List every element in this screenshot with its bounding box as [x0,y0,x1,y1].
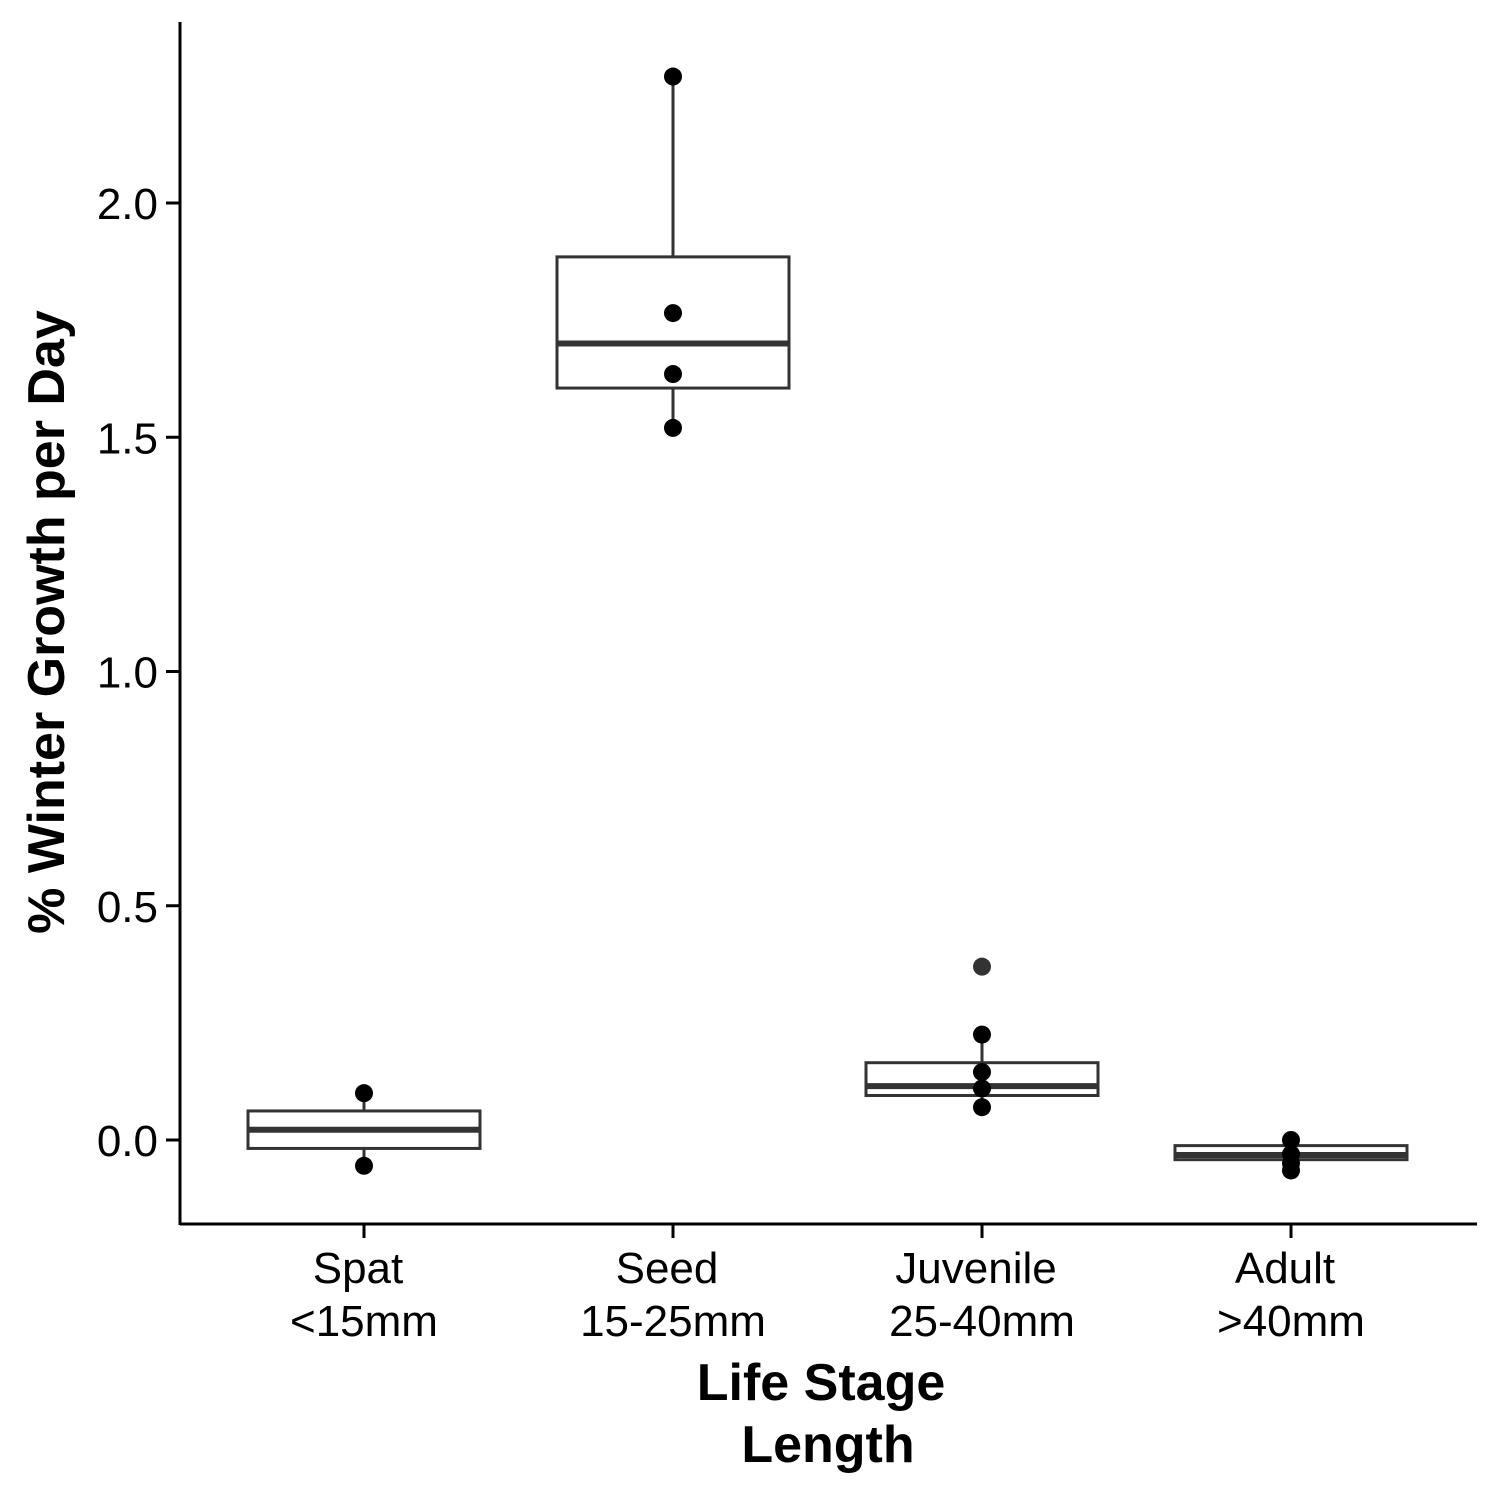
box-group-seed [555,67,791,437]
data-point [973,1025,991,1044]
plot-area [246,67,1409,1180]
x-axis-title-line-2: Length [741,1416,914,1474]
outlier-point [973,957,991,976]
data-point [664,304,682,323]
data-point [664,365,682,384]
y-tick-label: 1.5 [97,414,158,463]
x-tick-label-stage: Juvenile [895,1244,1056,1293]
x-axis-title-line-1: Life Stage [697,1354,946,1412]
x-tick-label-stage: Seed [616,1244,719,1293]
data-point [664,67,682,86]
y-axis-title: % Winter Growth per Day [18,310,76,934]
box-group-spat [246,1084,482,1175]
data-point [355,1156,373,1175]
x-tick-label-stage: Spat [313,1244,404,1293]
y-tick-label: 0.0 [97,1117,158,1166]
x-tick-label-length: 15-25mm [580,1297,766,1346]
y-tick-label: 2.0 [97,180,158,229]
data-point [1282,1131,1300,1149]
data-point [973,1063,991,1082]
data-point [1282,1161,1300,1180]
x-tick-label-stage: Adult [1235,1244,1335,1293]
box-group-juvenile [864,957,1100,1117]
box-group-adult [1173,1131,1409,1180]
y-tick-label: 0.5 [97,883,158,932]
data-point [664,418,682,437]
data-point [973,1079,991,1098]
y-tick-label: 1.0 [97,649,158,698]
data-point [973,1098,991,1117]
x-tick-label-length: 25-40mm [889,1297,1075,1346]
data-point [355,1084,373,1103]
x-tick-label-length: >40mm [1217,1297,1365,1346]
x-tick-label-length: <15mm [290,1297,438,1346]
axes [166,22,1477,1238]
